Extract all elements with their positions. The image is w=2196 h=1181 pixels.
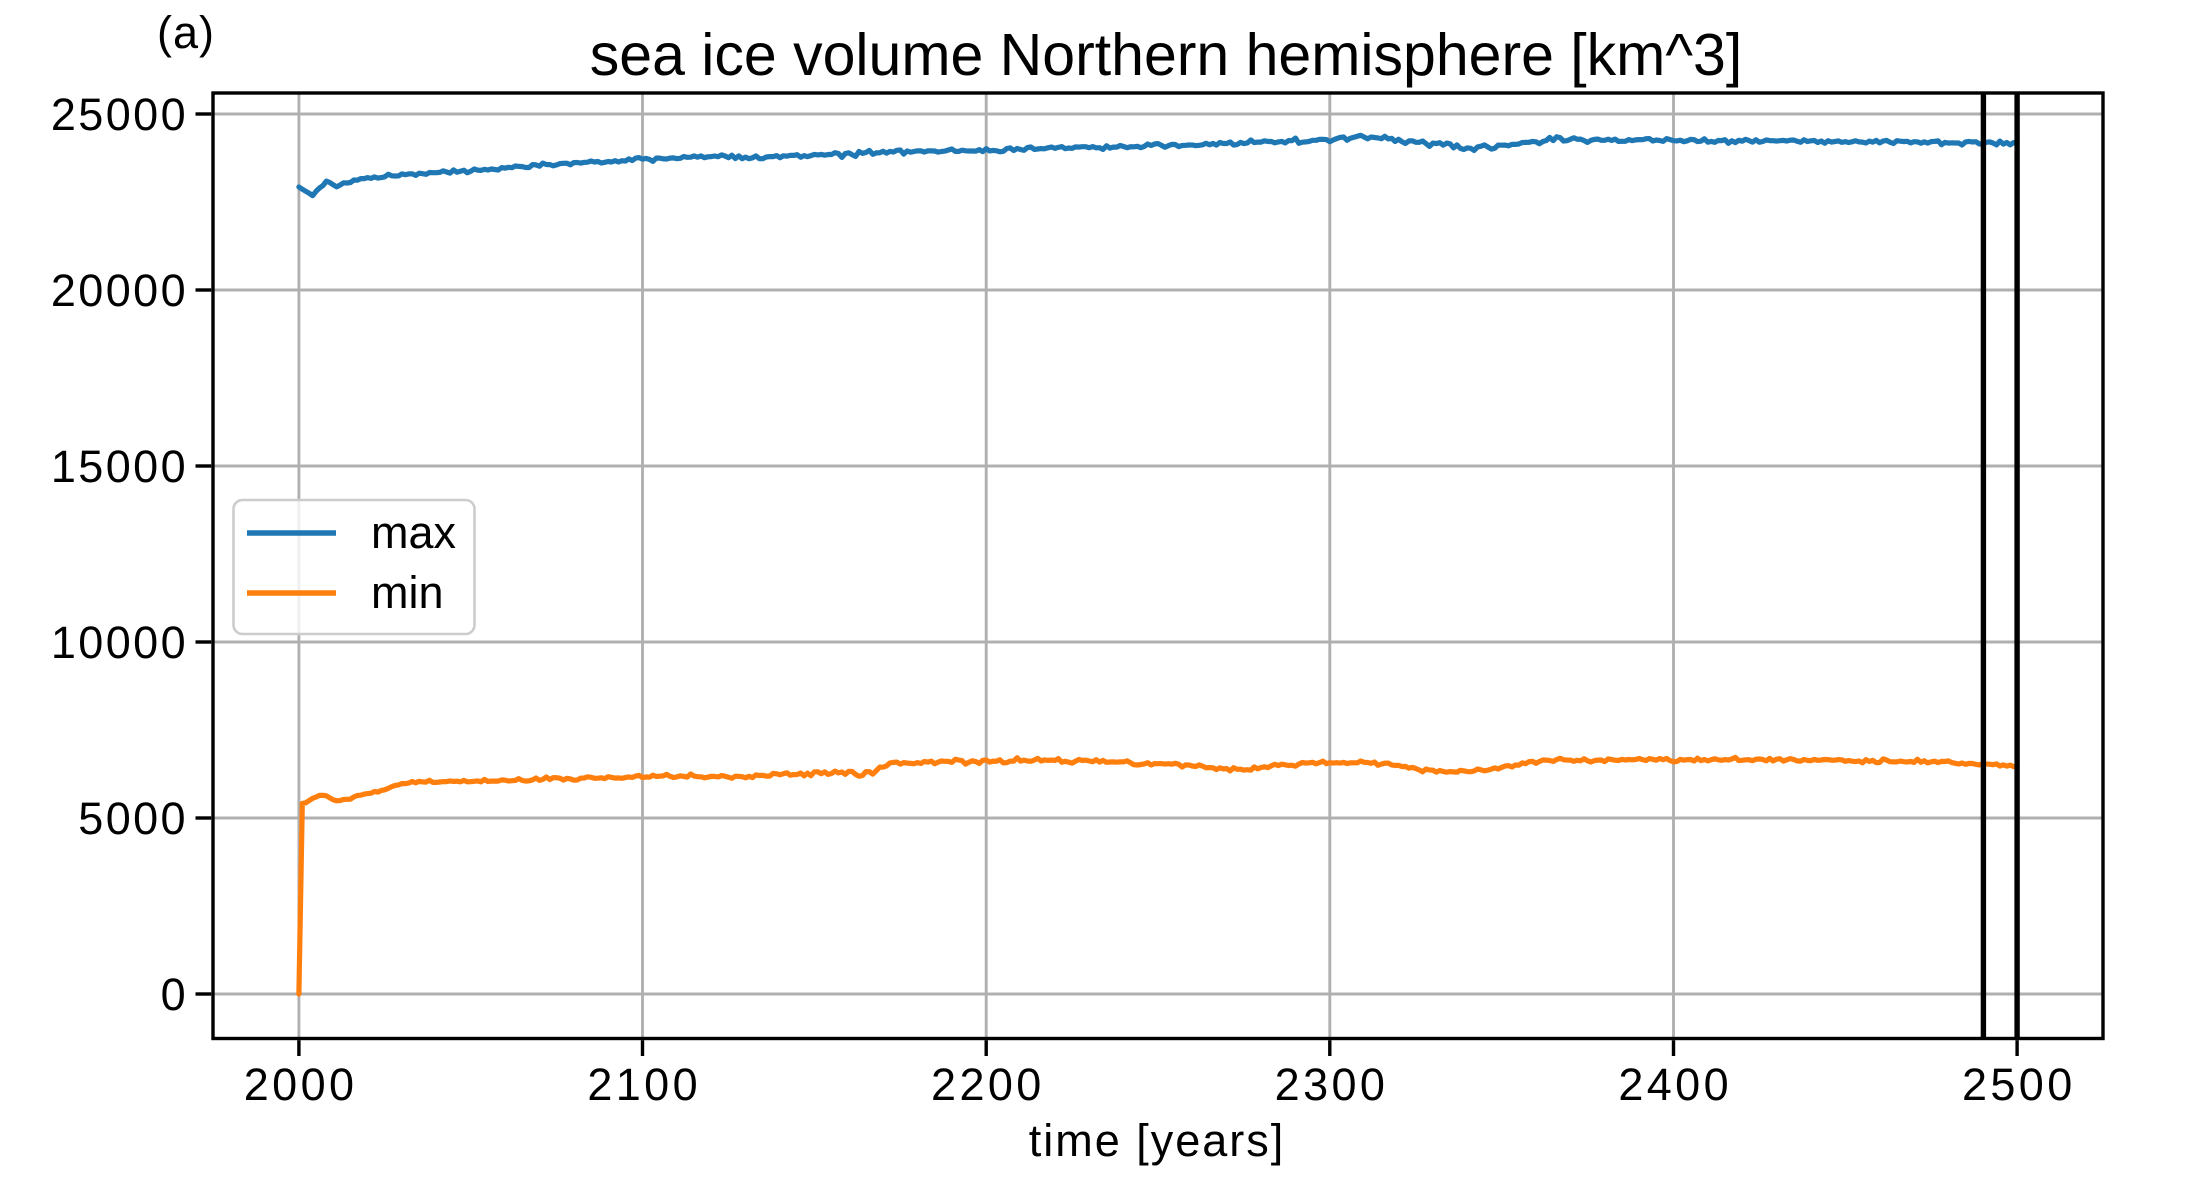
svg-text:5000: 5000 xyxy=(78,793,188,844)
svg-text:2500: 2500 xyxy=(1962,1059,2076,1110)
svg-text:sea ice volume Northern hemisp: sea ice volume Northern hemisphere [km^3… xyxy=(590,22,1742,88)
svg-text:(a): (a) xyxy=(157,7,215,58)
svg-text:10000: 10000 xyxy=(51,617,188,668)
svg-text:min: min xyxy=(371,567,444,618)
svg-text:20000: 20000 xyxy=(51,265,188,316)
svg-text:15000: 15000 xyxy=(51,441,188,492)
svg-text:2000: 2000 xyxy=(244,1059,358,1110)
svg-text:max: max xyxy=(371,507,457,558)
svg-text:25000: 25000 xyxy=(51,89,188,140)
svg-text:2300: 2300 xyxy=(1275,1059,1389,1110)
svg-text:0: 0 xyxy=(161,969,188,1020)
svg-text:2100: 2100 xyxy=(587,1059,701,1110)
svg-text:time [years]: time [years] xyxy=(1029,1115,1286,1166)
svg-text:2200: 2200 xyxy=(931,1059,1045,1110)
svg-text:2400: 2400 xyxy=(1618,1059,1732,1110)
